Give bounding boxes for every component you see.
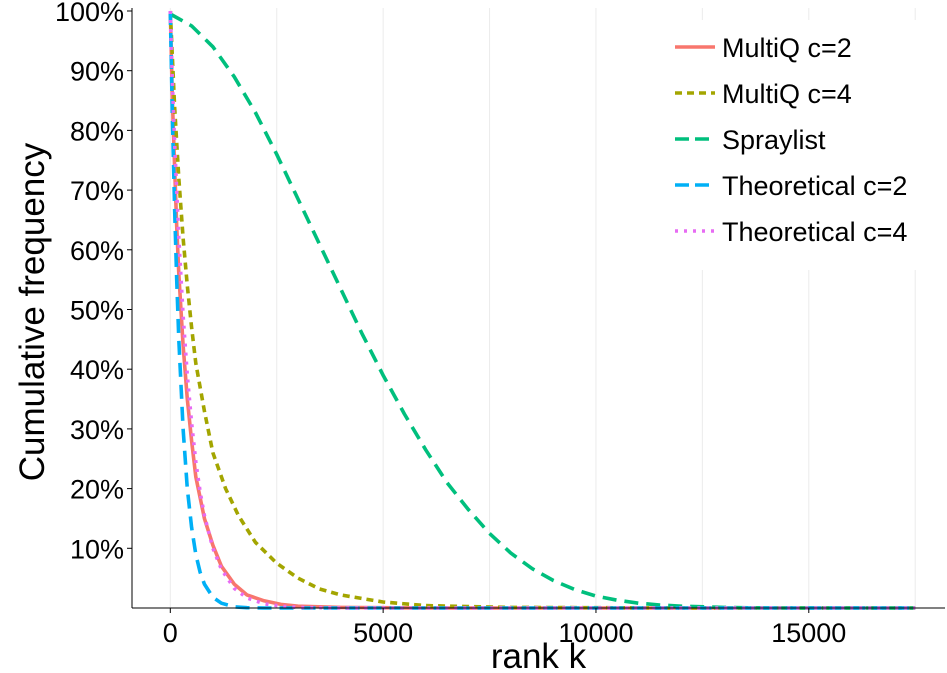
- legend-label-theoretical-c-2: Theoretical c=2: [722, 171, 907, 201]
- y-tick-label: 100%: [55, 0, 124, 27]
- x-tick-label: 5000: [353, 618, 413, 648]
- legend-label-theoretical-c-4: Theoretical c=4: [722, 217, 907, 247]
- legend-label-multiq-c-2: MultiQ c=2: [722, 33, 852, 63]
- legend: MultiQ c=2 MultiQ c=4 Spraylist Theoretical…: [668, 20, 947, 270]
- y-tick-label: 60%: [70, 236, 124, 266]
- series-line-multiq-c-4: [168, 10, 916, 610]
- x-tick-label: 10000: [558, 618, 633, 648]
- x-tick-label: 0: [163, 618, 178, 648]
- y-tick-label: 30%: [70, 415, 124, 445]
- x-axis-title: rank k: [491, 637, 587, 673]
- y-tick-label: 90%: [70, 57, 124, 87]
- legend-label-spraylist: Spraylist: [722, 125, 826, 155]
- series-line-spraylist: [169, 12, 916, 610]
- y-tick-label: 70%: [70, 176, 124, 206]
- legend-label-multiq-c-4: MultiQ c=4: [722, 79, 852, 109]
- y-axis-title: Cumulative frequency: [13, 142, 52, 481]
- y-tick-label: 10%: [70, 534, 124, 564]
- legend-background: [668, 20, 947, 270]
- y-tick-label: 50%: [70, 295, 124, 325]
- x-tick-label: 15000: [771, 618, 846, 648]
- y-tick-label: 20%: [70, 475, 124, 505]
- y-tick-label: 80%: [70, 116, 124, 146]
- axes: [131, 8, 945, 609]
- y-axis-ticks: 10% 20% 30% 40% 50% 60% 70% 80% 90% 100%: [55, 0, 132, 564]
- x-axis-ticks: 0 5000 10000 15000: [163, 608, 846, 648]
- series-line-theoretical-c-4: [168, 10, 916, 610]
- y-tick-label: 40%: [70, 355, 124, 385]
